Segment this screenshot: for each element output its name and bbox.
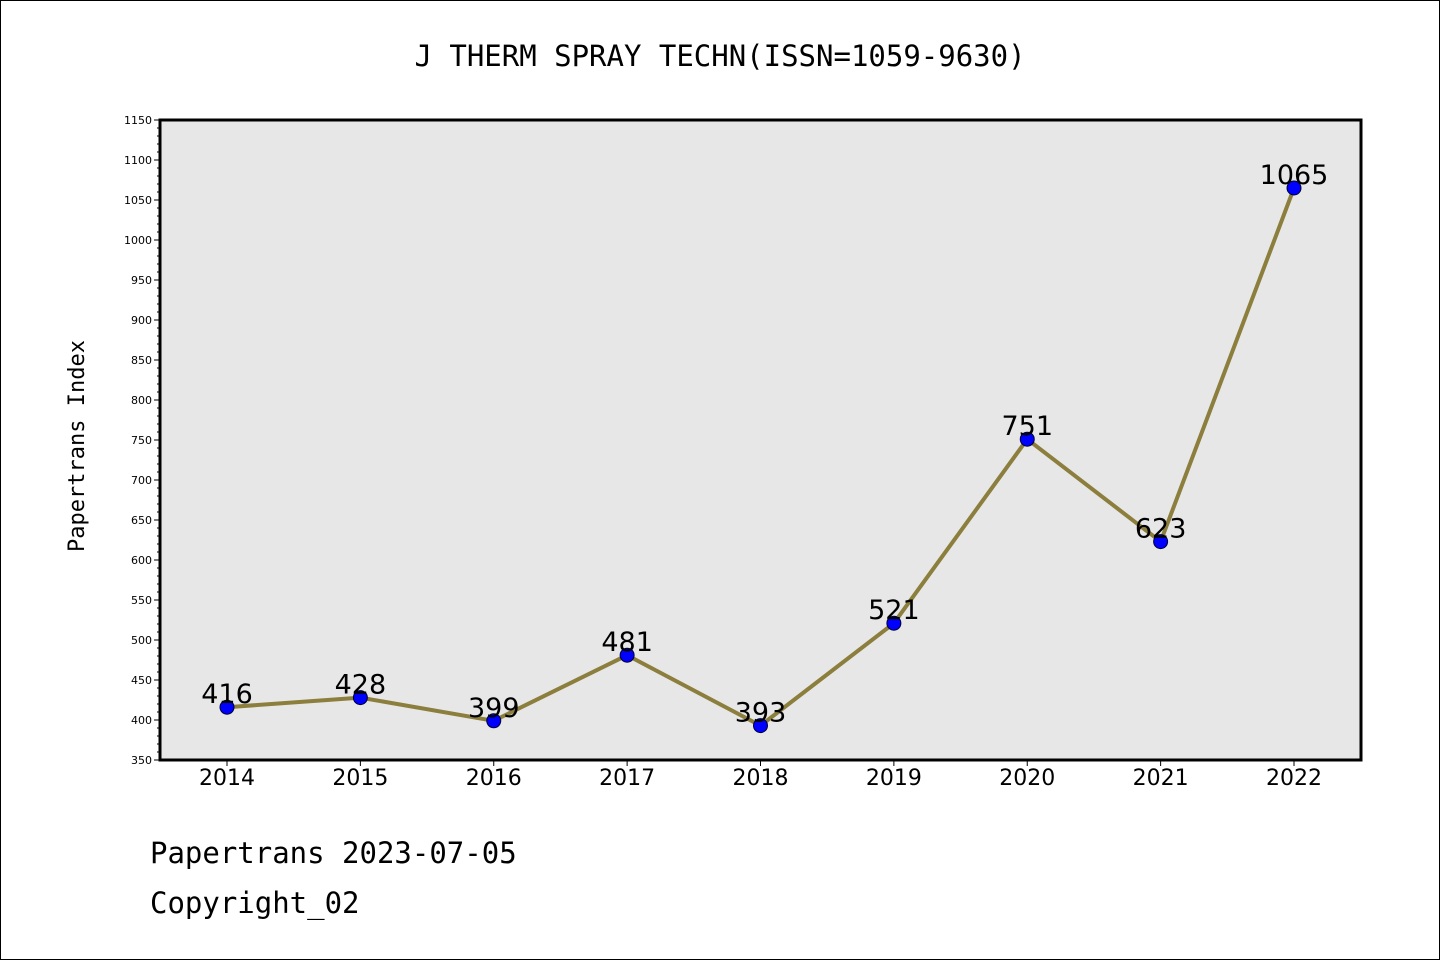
data-point-marker [886,615,902,631]
data-point-marker [1153,534,1169,550]
data-point-marker [1019,431,1035,447]
y-tick-label: 600 [131,554,152,567]
y-tick-label: 950 [131,274,152,287]
y-tick-label: 650 [131,514,152,527]
x-tick-label: 2014 [199,766,255,791]
x-tick-label: 2022 [1266,766,1322,791]
x-tick-label: 2018 [733,766,789,791]
footer-date-text: Papertrans 2023-07-05 [150,836,517,870]
series-line-segment [758,621,896,728]
data-point-marker [753,718,768,734]
data-label: 521 [868,595,920,626]
data-labels: 416 428 399 481 393 521 751 623 1065 [201,160,1328,729]
y-tick-label: 1100 [124,154,152,167]
y-tick-label: 400 [131,714,152,727]
data-markers [219,180,1302,734]
y-axis-label: Papertrans Index [65,340,90,552]
series-line-segment [491,653,630,723]
data-label: 393 [735,698,787,729]
data-label: 428 [335,670,387,701]
y-tick-label: 1150 [124,114,152,127]
y-tick-label: 700 [131,474,152,487]
x-tick-label: 2020 [999,766,1055,791]
data-label: 623 [1135,514,1187,545]
data-label: 481 [601,627,653,658]
data-point-marker [352,690,368,706]
data-point-marker [486,713,502,729]
chart-title: J THERM SPRAY TECHN(ISSN=1059-9630) [414,39,1025,73]
x-tick-label: 2017 [599,766,655,791]
data-label: 751 [1001,411,1053,442]
x-tick-label: 2015 [332,766,388,791]
data-point-marker [1286,180,1302,196]
data-label: 416 [201,679,253,710]
x-tick-label: 2019 [866,766,922,791]
y-tick-label: 900 [131,314,152,327]
y-tick-label: 450 [131,674,152,687]
y-tick-label: 850 [131,354,152,367]
x-tick-label: 2016 [466,766,522,791]
data-label: 399 [468,693,520,724]
y-tick-label: 750 [131,434,152,447]
plot-area [160,120,1361,760]
data-label: 1065 [1260,160,1329,191]
data-point-marker [219,699,235,715]
y-tick-label: 500 [131,634,152,647]
series-line-segment [625,653,763,728]
footer-copyright-text: Copyright_02 [150,886,360,920]
y-tick-label: 350 [131,754,152,767]
series-line-segment [225,695,363,710]
series-line-segment [891,437,1030,626]
y-tick-label: 1050 [124,194,152,207]
y-tick-label: 550 [131,594,152,607]
series-line-segment [358,695,496,723]
plot-border [158,118,1363,762]
series-line-segment [1025,437,1163,544]
series-line-segment [1158,186,1296,544]
y-axis-ticks: 350 400 450 500 550 600 650 700 750 800 850 900 950 1… [124,114,160,767]
series-line [225,186,1296,728]
x-tick-label: 2021 [1133,766,1189,791]
x-axis-ticks: 2014 2015 2016 2017 2018 2019 2020 2021 2022 [199,760,1322,791]
y-tick-label: 1000 [124,234,152,247]
data-point-marker [619,647,635,663]
y-tick-label: 800 [131,394,152,407]
